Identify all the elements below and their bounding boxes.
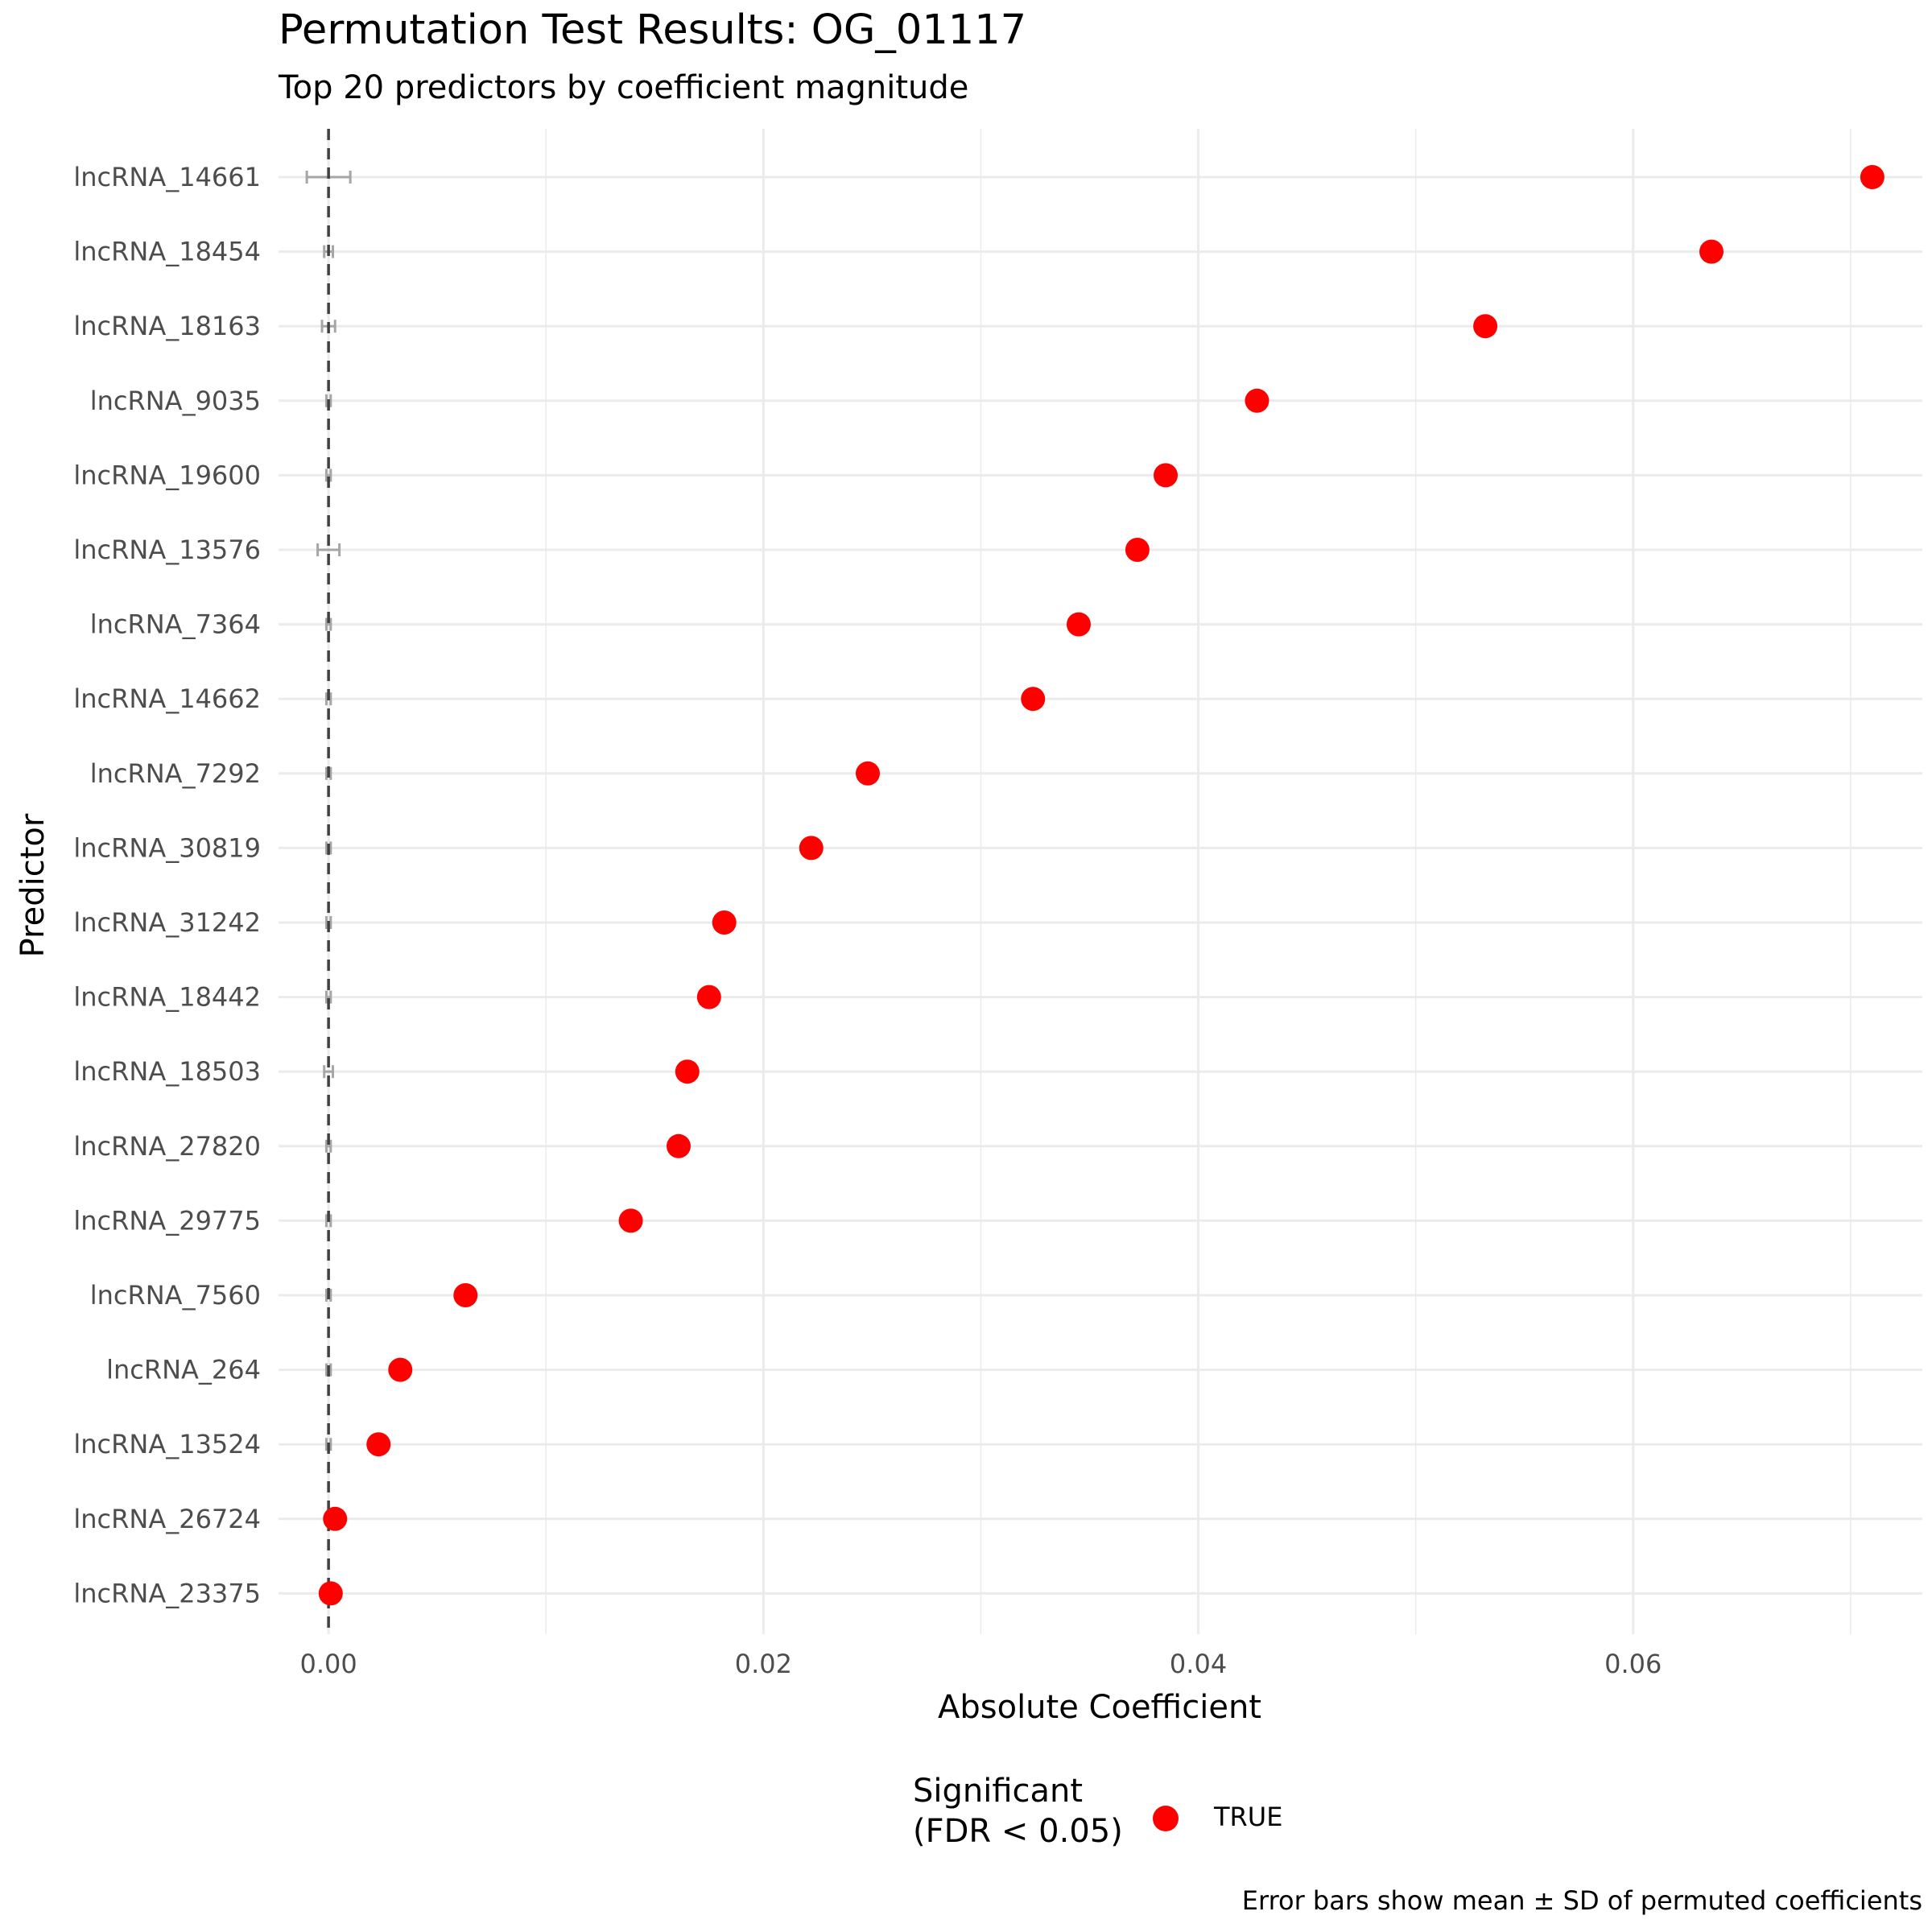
point-lncRNA_14661	[1860, 165, 1885, 189]
point-lncRNA_26724	[323, 1506, 348, 1531]
point-lncRNA_31242	[712, 910, 737, 935]
y-tick-lncRNA_14662: lncRNA_14662	[73, 683, 261, 714]
error-bars	[305, 171, 352, 1600]
x-tick-0.04: 0.04	[1170, 1649, 1227, 1679]
point-lncRNA_30819	[799, 836, 824, 861]
y-tick-lncRNA_18454: lncRNA_18454	[73, 237, 261, 267]
y-tick-lncRNA_26724: lncRNA_26724	[73, 1504, 261, 1534]
point-lncRNA_14662	[1021, 687, 1046, 712]
chart-caption: Error bars show mean ± SD of permuted co…	[1241, 1885, 1922, 1916]
point-lncRNA_7292	[855, 761, 880, 786]
y-tick-lncRNA_18163: lncRNA_18163	[73, 311, 261, 341]
point-lncRNA_18454	[1699, 239, 1724, 264]
point-lncRNA_18163	[1473, 314, 1498, 339]
x-tick-0.00: 0.00	[299, 1649, 357, 1679]
y-axis-title: Predictor	[14, 813, 52, 957]
chart-subtitle: Top 20 predictors by coefficient magnitu…	[279, 69, 969, 106]
x-axis-title: Absolute Coefficient	[938, 1689, 1261, 1726]
point-lncRNA_27820	[666, 1133, 691, 1158]
y-tick-lncRNA_31242: lncRNA_31242	[73, 907, 261, 938]
y-tick-lncRNA_19600: lncRNA_19600	[73, 460, 261, 490]
point-lncRNA_264	[388, 1357, 413, 1382]
point-lncRNA_18442	[696, 985, 721, 1009]
point-lncRNA_13524	[366, 1432, 391, 1457]
y-tick-lncRNA_9035: lncRNA_9035	[90, 386, 261, 416]
point-lncRNA_13576	[1125, 538, 1150, 562]
point-lncRNA_23375	[318, 1581, 343, 1606]
point-lncRNA_9035	[1245, 388, 1269, 413]
point-lncRNA_18503	[675, 1059, 700, 1084]
point-lncRNA_7364	[1066, 612, 1091, 637]
x-tick-labels: 0.00 0.02 0.04 0.06	[299, 1649, 1662, 1679]
y-tick-lncRNA_18442: lncRNA_18442	[73, 982, 261, 1013]
y-tick-lncRNA_7364: lncRNA_7364	[90, 609, 261, 640]
y-tick-lncRNA_29775: lncRNA_29775	[73, 1205, 261, 1236]
y-tick-lncRNA_23375: lncRNA_23375	[73, 1578, 261, 1608]
y-tick-lncRNA_27820: lncRNA_27820	[73, 1131, 261, 1162]
data-points	[318, 165, 1885, 1606]
y-tick-lncRNA_13576: lncRNA_13576	[73, 535, 261, 565]
chart-title: Permutation Test Results: OG_01117	[279, 6, 1027, 54]
y-tick-lncRNA_14661: lncRNA_14661	[73, 162, 261, 192]
y-tick-labels: lncRNA_14661 lncRNA_18454 lncRNA_18163 lncR…	[73, 162, 261, 1608]
legend-title: Significant (FDR < 0.05)	[913, 1773, 1123, 1850]
legend-key-true	[1153, 1806, 1179, 1831]
y-tick-lncRNA_7560: lncRNA_7560	[90, 1280, 261, 1311]
point-lncRNA_29775	[618, 1208, 643, 1233]
y-tick-lncRNA_18503: lncRNA_18503	[73, 1056, 261, 1087]
y-tick-lncRNA_7292: lncRNA_7292	[90, 758, 261, 789]
y-tick-lncRNA_30819: lncRNA_30819	[73, 832, 261, 863]
legend-label-true: TRUE	[1214, 1802, 1283, 1832]
x-tick-0.06: 0.06	[1604, 1649, 1662, 1679]
y-tick-lncRNA_13524: lncRNA_13524	[73, 1429, 261, 1459]
x-tick-0.02: 0.02	[735, 1649, 792, 1679]
point-lncRNA_19600	[1154, 463, 1179, 488]
grid-lines	[279, 129, 1922, 1634]
y-tick-lncRNA_264: lncRNA_264	[106, 1355, 261, 1385]
point-lncRNA_7560	[453, 1283, 478, 1307]
